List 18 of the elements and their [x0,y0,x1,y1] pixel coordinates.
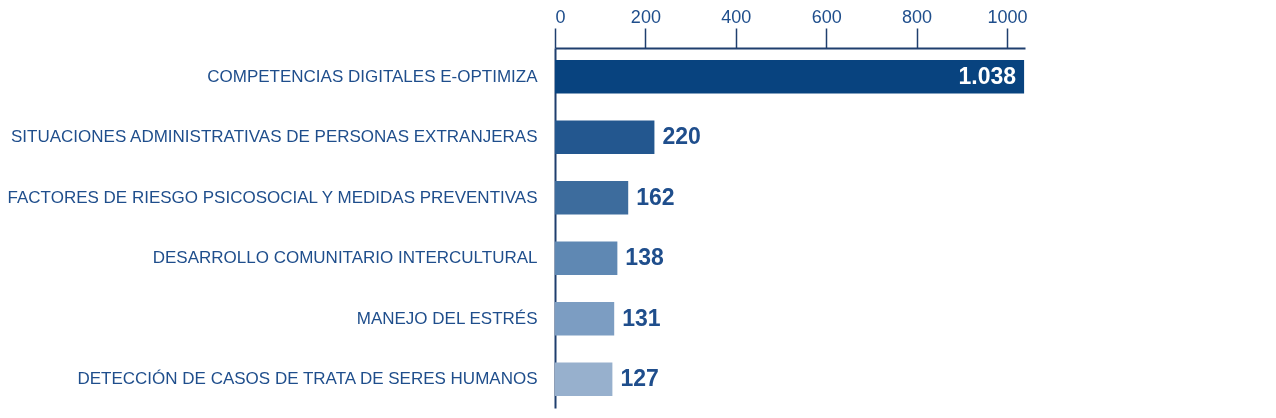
x-tick-label: 1000 [987,6,1028,27]
x-tick-label: 0 [555,6,566,27]
data-label: 131 [622,304,661,331]
y-tick-label: MANEJO DEL ESTRÉS [356,308,538,328]
y-tick-label: SITUACIONES ADMINISTRATIVAS DE PERSONAS EXTRANJERAS [11,127,538,147]
y-tick-label: DETECCIÓN DE CASOS DE TRATA DE SERES HUMANOS [77,369,538,389]
data-label: 162 [636,183,675,210]
x-tick-label: 600 [811,6,842,27]
y-tick-label: COMPETENCIAS DIGITALES E-OPTIMIZA [207,66,539,86]
data-label: 1.038 [958,62,1017,89]
y-tick-label: FACTORES DE RIESGO PSICOSOCIAL Y MEDIDAS PREVENTIVAS [7,187,538,207]
x-tick-label: 400 [721,6,752,27]
x-tick-label: 800 [902,6,933,27]
x-tick-label: 200 [630,6,661,27]
data-label: 127 [620,365,659,392]
data-label: 138 [625,244,664,271]
data-label: 220 [662,123,701,150]
y-tick-label: DESARROLLO COMUNITARIO INTERCULTURAL [152,248,538,268]
